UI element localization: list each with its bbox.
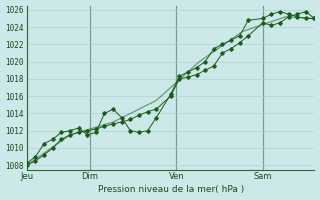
X-axis label: Pression niveau de la mer( hPa ): Pression niveau de la mer( hPa ) xyxy=(98,185,244,194)
